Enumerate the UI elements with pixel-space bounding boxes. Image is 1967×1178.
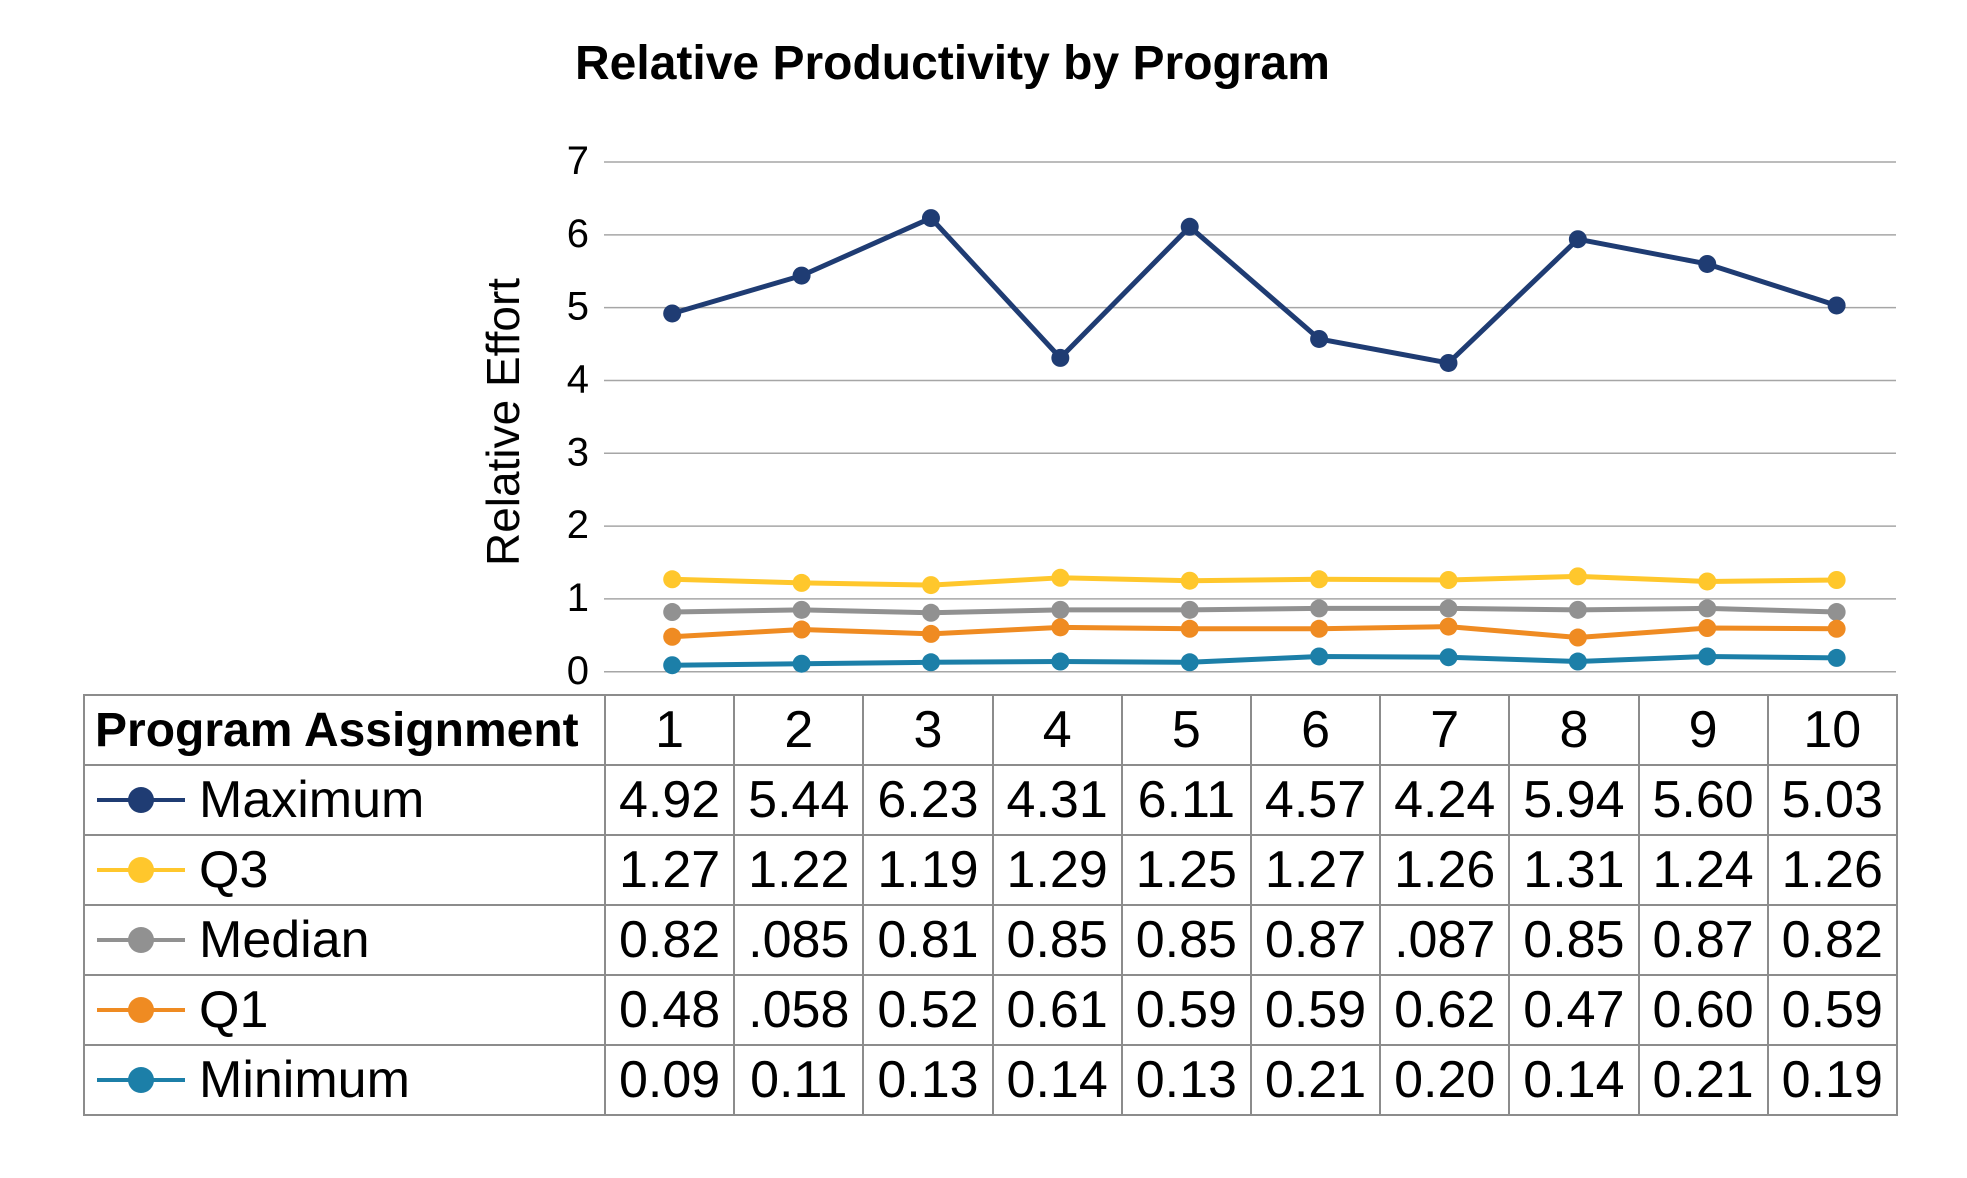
svg-text:0: 0 [567, 649, 589, 693]
svg-text:7: 7 [567, 139, 589, 183]
svg-text:5: 5 [567, 285, 589, 329]
svg-text:2: 2 [567, 503, 589, 547]
svg-text:1: 1 [567, 576, 589, 620]
svg-text:6: 6 [567, 212, 589, 256]
svg-text:3: 3 [567, 430, 589, 474]
svg-text:4: 4 [567, 357, 589, 401]
